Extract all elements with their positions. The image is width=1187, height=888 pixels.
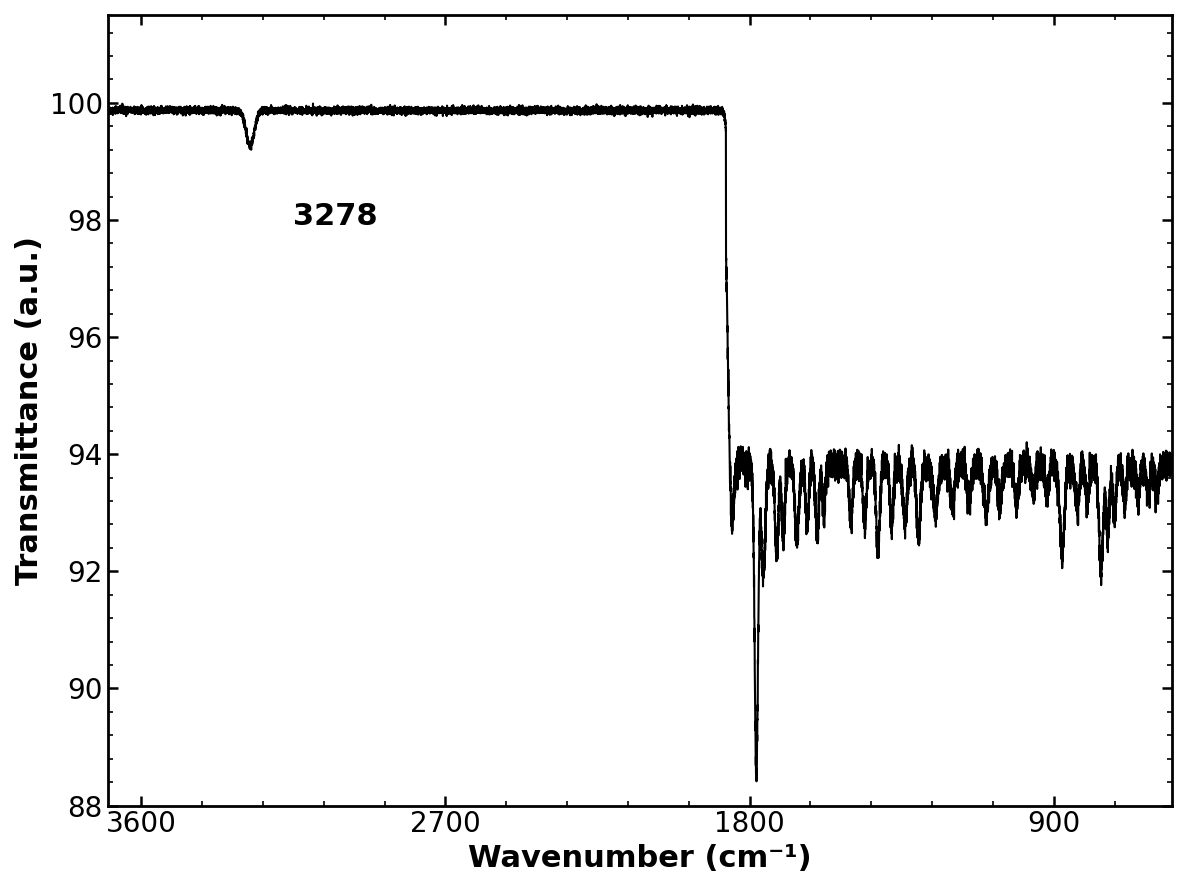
Text: 3278: 3278 bbox=[293, 202, 377, 232]
Y-axis label: Transmittance (a.u.): Transmittance (a.u.) bbox=[15, 236, 44, 585]
X-axis label: Wavenumber (cm⁻¹): Wavenumber (cm⁻¹) bbox=[468, 844, 812, 873]
